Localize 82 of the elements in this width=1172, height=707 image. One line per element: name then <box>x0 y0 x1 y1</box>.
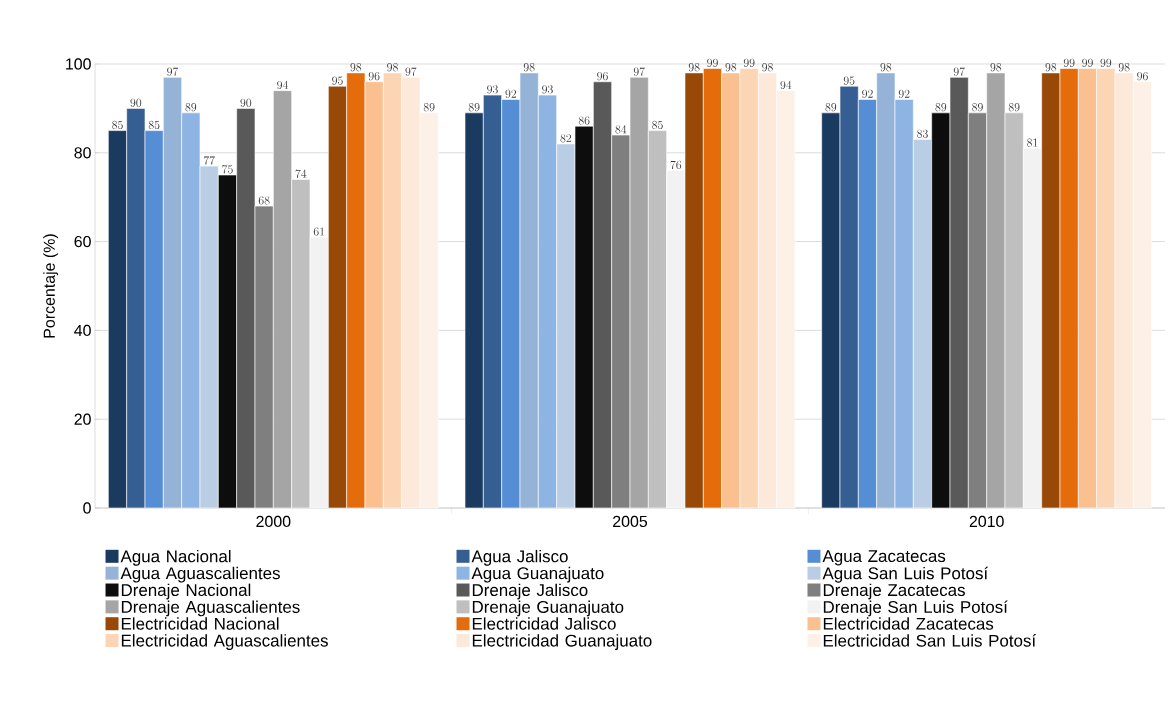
data-label: 96 <box>368 72 380 81</box>
data-label: 90 <box>240 98 252 107</box>
data-label: 94 <box>780 80 792 90</box>
data-label: 96 <box>597 72 608 81</box>
legend-label: Drenaje San Luis Potosí <box>823 600 1008 617</box>
legend-label: Drenaje Aguascalientes <box>121 600 300 617</box>
legend-label: Drenaje Guanajuato <box>472 600 624 617</box>
data-label: 83 <box>917 129 928 138</box>
x-tick-label: 2010 <box>969 515 1004 528</box>
legend-label: Agua Aguascalientes <box>120 566 280 583</box>
data-label: 97 <box>405 67 417 76</box>
data-label: 98 <box>350 63 362 72</box>
data-label: 85 <box>652 120 663 130</box>
data-label: 98 <box>688 63 700 72</box>
data-label: 89 <box>423 103 435 112</box>
legend-label: Agua Nacional <box>120 549 231 566</box>
data-label: 84 <box>615 125 627 134</box>
data-label: 99 <box>1100 58 1112 67</box>
legend-label: Agua Guanajuato <box>471 566 604 583</box>
data-label: 97 <box>633 67 645 76</box>
y-tick-label: 100 <box>66 58 91 70</box>
legend-label: Electricidad Jalisco <box>472 617 616 630</box>
data-label: 99 <box>1063 58 1075 67</box>
data-label: 82 <box>560 134 572 143</box>
x-tick-label: 2000 <box>256 515 291 528</box>
y-tick-label: 20 <box>74 413 91 425</box>
data-label: 93 <box>542 85 553 94</box>
data-label: 86 <box>578 116 590 125</box>
data-label: 99 <box>1082 58 1093 67</box>
data-label: 98 <box>1045 63 1057 72</box>
data-label: 98 <box>387 63 398 72</box>
legend-label: Electricidad San Luis Potosí <box>823 634 1037 647</box>
data-label: 92 <box>862 89 873 98</box>
data-label: 92 <box>898 89 910 98</box>
data-label: 97 <box>167 67 179 76</box>
data-label: 95 <box>332 76 343 85</box>
data-label: 75 <box>222 165 233 174</box>
data-label: 95 <box>843 76 855 85</box>
data-label: 94 <box>277 80 289 90</box>
y-axis-title: Porcentaje (%) <box>43 234 59 338</box>
y-tick-label: 40 <box>74 324 91 337</box>
data-label: 61 <box>313 227 325 236</box>
data-label: 77 <box>203 156 215 165</box>
data-label: 76 <box>670 160 682 170</box>
data-label: 98 <box>880 63 892 72</box>
y-tick-label: 60 <box>74 235 91 248</box>
data-label: 89 <box>1008 103 1020 112</box>
data-label: 97 <box>953 67 965 76</box>
data-label: 96 <box>1137 72 1148 81</box>
data-label: 74 <box>295 169 307 178</box>
y-tick-label: 0 <box>83 502 91 514</box>
data-label: 99 <box>743 58 755 67</box>
y-tick-label: 80 <box>74 147 91 159</box>
data-label: 89 <box>972 103 983 112</box>
data-label: 68 <box>258 196 270 205</box>
legend-label: Electricidad Nacional <box>121 617 279 630</box>
data-label: 85 <box>148 120 160 130</box>
data-label: 90 <box>130 98 142 107</box>
data-label: 92 <box>505 89 517 98</box>
legend-label: Electricidad Guanajuato <box>472 634 652 650</box>
data-label: 89 <box>185 103 197 112</box>
legend-label: Agua Zacatecas <box>822 550 946 566</box>
data-label: 89 <box>468 103 480 112</box>
data-label: 89 <box>825 103 837 112</box>
data-label: 89 <box>935 103 947 112</box>
data-label: 99 <box>707 58 718 67</box>
legend-label: Electricidad Zacatecas <box>823 617 994 630</box>
legend-label: Agua Jalisco <box>471 549 568 566</box>
legend-label: Agua San Luis Potosí <box>822 566 989 583</box>
x-tick-label: 2005 <box>613 515 648 528</box>
data-label: 98 <box>1118 63 1130 72</box>
legend-label: Drenaje Nacional <box>121 583 251 600</box>
legend-label: Drenaje Zacatecas <box>823 583 965 600</box>
data-label: 98 <box>725 63 737 72</box>
data-label: 81 <box>1027 138 1038 147</box>
data-label: 98 <box>762 63 773 72</box>
data-label: 85 <box>112 120 123 130</box>
legend-label: Electricidad Aguascalientes <box>121 634 328 650</box>
legend-label: Drenaje Jalisco <box>472 583 588 600</box>
data-label: 93 <box>487 85 498 94</box>
data-label: 98 <box>523 63 535 72</box>
data-label: 98 <box>990 63 1002 72</box>
